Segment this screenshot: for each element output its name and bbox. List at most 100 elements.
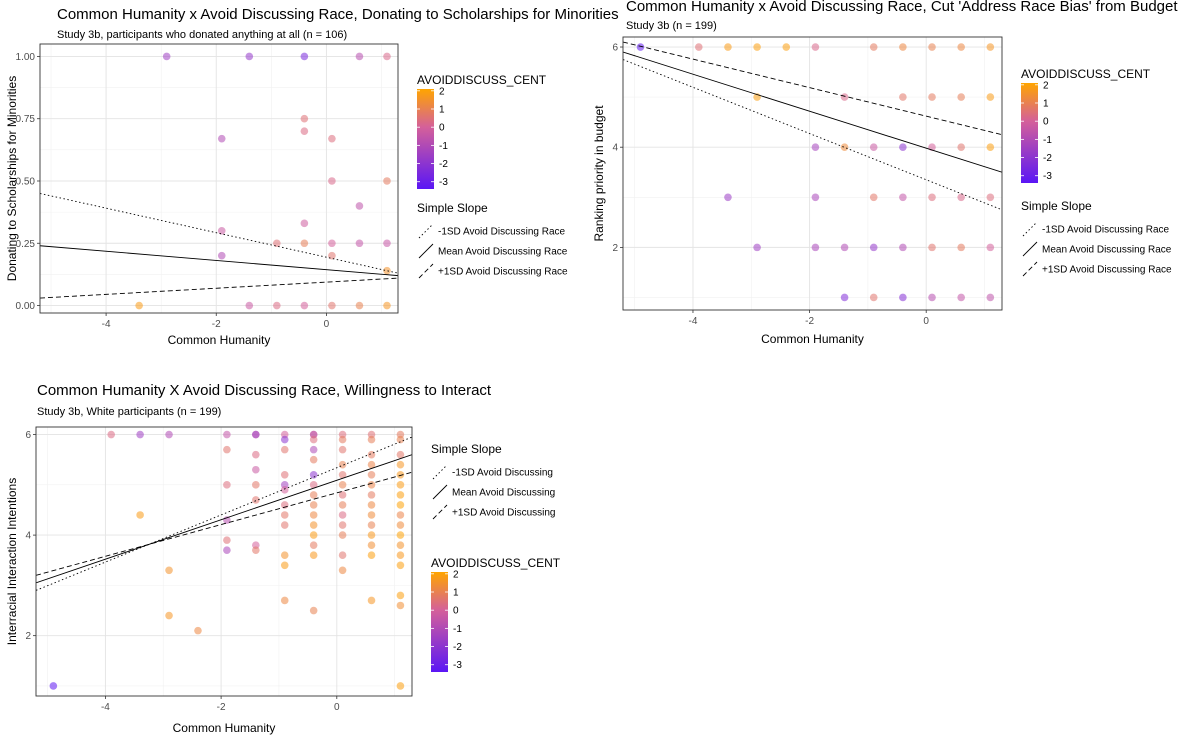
data-point	[957, 143, 965, 152]
data-point	[811, 143, 820, 152]
data-point	[280, 435, 289, 444]
color-bar-label: 0	[1043, 117, 1049, 128]
data-point	[165, 430, 173, 439]
data-point	[309, 491, 318, 499]
data-point	[338, 521, 347, 529]
data-point	[928, 243, 936, 252]
slope-line-solid	[623, 51, 1002, 173]
data-point	[245, 301, 254, 310]
data-point	[928, 293, 936, 302]
data-point	[338, 566, 347, 575]
data-point	[869, 43, 878, 51]
y-axis-label: Ranking priority in budget	[592, 105, 606, 242]
data-point	[107, 430, 115, 439]
data-point	[986, 293, 995, 302]
data-point	[367, 481, 376, 489]
data-point	[396, 551, 405, 560]
data-point	[383, 177, 391, 185]
data-point	[252, 430, 260, 439]
data-point	[223, 546, 231, 554]
data-point	[869, 143, 878, 152]
data-point	[753, 43, 761, 51]
color-bar-label: -1	[1043, 135, 1052, 146]
data-point	[367, 511, 376, 519]
color-legend-title: AVOIDDISCUSS_CENT	[431, 556, 561, 570]
panel-border	[622, 36, 1003, 311]
data-point	[724, 193, 732, 202]
y-tick-label: 0.75	[16, 114, 36, 125]
slope-legend-key-dotted	[418, 223, 434, 239]
data-point	[695, 43, 703, 51]
data-point	[252, 546, 260, 554]
data-point	[300, 127, 309, 135]
color-bar-label: -1	[439, 141, 448, 152]
data-point	[396, 450, 405, 459]
data-point	[338, 511, 347, 519]
color-bar-label: -2	[439, 159, 448, 170]
data-point	[355, 239, 364, 248]
slope-legend-label: Mean Avoid Discussing Race	[1042, 245, 1172, 256]
data-point	[328, 301, 336, 310]
data-point	[252, 481, 260, 489]
color-bar-label: 0	[439, 123, 445, 134]
data-point	[300, 239, 309, 248]
data-point	[367, 470, 376, 479]
data-point	[396, 481, 405, 489]
data-point	[309, 481, 318, 489]
chart-3-subtitle: Study 3b, White participants (n = 199)	[37, 406, 222, 418]
slopes-layer	[36, 436, 412, 591]
data-point	[273, 239, 281, 248]
data-point	[280, 445, 289, 454]
points-layer	[636, 43, 995, 302]
y-tick-label: 0.50	[16, 176, 36, 187]
y-tick-label: 1.00	[16, 52, 36, 63]
data-point	[223, 481, 231, 489]
x-tick-label: 0	[923, 316, 929, 327]
data-point	[309, 511, 318, 519]
data-point	[840, 293, 849, 302]
chart-1-title: Common Humanity x Avoid Discussing Race,…	[57, 6, 619, 23]
y-tick-label: 6	[25, 430, 31, 441]
data-point	[338, 531, 347, 539]
slope-line-dashed	[623, 41, 1002, 136]
chart-2-subtitle: Study 3b (n = 199)	[626, 20, 717, 32]
data-point	[396, 682, 405, 690]
data-point	[338, 481, 347, 489]
y-tick-label: 2	[25, 631, 31, 642]
data-point	[724, 43, 732, 51]
slope-legend-label: +1SD Avoid Discussing Race	[1042, 265, 1172, 276]
data-point	[396, 591, 405, 600]
data-point	[899, 193, 907, 202]
data-point	[396, 435, 405, 444]
slope-legend-label: Mean Avoid Discussing Race	[438, 247, 568, 258]
data-point	[280, 486, 289, 494]
x-tick-label: -4	[102, 319, 111, 330]
x-axis-label: Common Humanity	[173, 721, 276, 735]
data-point	[309, 445, 318, 454]
data-point	[245, 52, 254, 61]
x-axis-label: Common Humanity	[168, 333, 271, 347]
data-point	[367, 435, 376, 444]
data-point	[383, 52, 391, 61]
data-point	[986, 143, 995, 152]
slope-line-solid	[40, 245, 398, 277]
data-point	[928, 193, 936, 202]
plot-panel	[36, 427, 412, 696]
chart-2-title: Common Humanity x Avoid Discussing Race,…	[626, 0, 1178, 15]
slope-legend-key-dashed	[1022, 261, 1038, 277]
data-point	[309, 551, 318, 560]
slope-legend-key-solid	[432, 484, 448, 500]
slope-legend-label: +1SD Avoid Discussing	[452, 508, 555, 519]
data-point	[367, 450, 376, 459]
data-point	[811, 43, 820, 51]
data-point	[383, 239, 391, 248]
slope-line-solid	[36, 454, 412, 584]
color-bar-label: -3	[1043, 171, 1052, 182]
slope-line-dashed	[36, 471, 412, 576]
x-axis-label: Common Humanity	[761, 332, 864, 346]
data-point	[367, 501, 376, 509]
data-point	[367, 521, 376, 529]
data-point	[383, 266, 391, 275]
data-point	[194, 626, 202, 635]
x-tick-label: 0	[324, 319, 330, 330]
